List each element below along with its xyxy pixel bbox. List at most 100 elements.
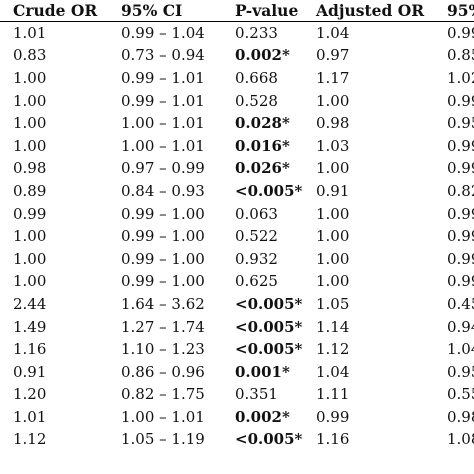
table-row: 1.00 0.99 – 1.01 0.668 1.17 1.02 [0, 67, 474, 90]
cell-p-value: 0.026* [235, 159, 290, 178]
cell-p-value: <0.005* [235, 317, 303, 336]
cell-adjusted-or: 1.00 [316, 249, 350, 268]
table-row: 1.12 1.05 – 1.19 <0.005* 1.16 1.08 [0, 429, 474, 452]
cell-95-ci: 0.99 – 1.04 [121, 23, 205, 42]
cell-adjusted-or: 0.98 [316, 114, 350, 133]
cell-adjusted-or: 1.00 [316, 227, 350, 246]
cell-p-value: 0.002* [235, 407, 290, 426]
cell-95-ci: 0.82 – 1.75 [121, 385, 205, 404]
cell-p-value: <0.005* [235, 294, 303, 313]
cell-95-ci: 0.99 – 1.00 [121, 227, 205, 246]
cell-adjusted-or: 1.00 [316, 272, 350, 291]
cell-95-ci-adjusted: 0.99 [447, 159, 474, 178]
table-row: 1.49 1.27 – 1.74 <0.005* 1.14 0.94 [0, 316, 474, 339]
cell-adjusted-or: 1.17 [316, 68, 350, 87]
table-row: 1.01 0.99 – 1.04 0.233 1.04 0.99 [0, 22, 474, 45]
cell-95-ci: 1.10 – 1.23 [121, 340, 205, 359]
cell-95-ci-adjusted: 0.99 [447, 91, 474, 110]
table-row: 1.00 0.99 – 1.00 0.522 1.00 0.99 [0, 225, 474, 248]
cell-crude-or: 1.00 [13, 91, 47, 110]
cell-crude-or: 2.44 [13, 294, 47, 313]
cell-adjusted-or: 1.16 [316, 430, 350, 449]
cell-p-value: 0.002* [235, 46, 290, 65]
cell-95-ci-adjusted: 1.08 [447, 430, 474, 449]
table-row: 1.20 0.82 – 1.75 0.351 1.11 0.55 [0, 384, 474, 407]
cell-crude-or: 1.20 [13, 385, 47, 404]
table-row: 1.00 1.00 – 1.01 0.028* 0.98 0.95 [0, 112, 474, 135]
cell-crude-or: 1.00 [13, 136, 47, 155]
cell-p-value: 0.351 [235, 385, 278, 404]
cell-adjusted-or: 1.05 [316, 294, 350, 313]
cell-crude-or: 1.49 [13, 317, 47, 336]
cell-95-ci-adjusted: 1.04 [447, 340, 474, 359]
cell-95-ci-adjusted: 0.99 [447, 227, 474, 246]
table-row: 1.00 1.00 – 1.01 0.016* 1.03 0.99 [0, 135, 474, 158]
table-row: 1.16 1.10 – 1.23 <0.005* 1.12 1.04 [0, 338, 474, 361]
cell-crude-or: 0.99 [13, 204, 47, 223]
table-row: 1.01 1.00 – 1.01 0.002* 0.99 0.98 [0, 406, 474, 429]
cell-adjusted-or: 1.11 [316, 385, 350, 404]
table-row: 0.83 0.73 – 0.94 0.002* 0.97 0.85 [0, 45, 474, 68]
cell-p-value: <0.005* [235, 181, 303, 200]
cell-crude-or: 1.00 [13, 227, 47, 246]
cell-p-value: 0.016* [235, 136, 290, 155]
header-crude-or: Crude OR [13, 0, 98, 20]
header-95-ci: 95% CI [121, 0, 183, 20]
cell-adjusted-or: 1.00 [316, 159, 350, 178]
cell-p-value: 0.063 [235, 204, 278, 223]
cell-95-ci-adjusted: 0.45 [447, 294, 474, 313]
cell-p-value: 0.668 [235, 68, 278, 87]
cell-crude-or: 1.01 [13, 23, 47, 42]
cell-crude-or: 1.00 [13, 68, 47, 87]
cell-95-ci: 1.00 – 1.01 [121, 114, 205, 133]
table-row: 0.89 0.84 – 0.93 <0.005* 0.91 0.82 [0, 180, 474, 203]
cell-95-ci-adjusted: 0.55 [447, 385, 474, 404]
cell-95-ci-adjusted: 0.82 [447, 181, 474, 200]
cell-adjusted-or: 1.04 [316, 362, 350, 381]
table-row: 1.00 0.99 – 1.01 0.528 1.00 0.99 [0, 90, 474, 113]
cell-crude-or: 1.00 [13, 114, 47, 133]
cell-95-ci-adjusted: 0.95 [447, 362, 474, 381]
cell-95-ci: 1.27 – 1.74 [121, 317, 205, 336]
cell-crude-or: 0.83 [13, 46, 47, 65]
cell-p-value: 0.528 [235, 91, 278, 110]
cell-95-ci: 0.84 – 0.93 [121, 181, 205, 200]
cell-p-value: 0.028* [235, 114, 290, 133]
cell-adjusted-or: 1.00 [316, 91, 350, 110]
cell-adjusted-or: 1.03 [316, 136, 350, 155]
cell-crude-or: 0.89 [13, 181, 47, 200]
cell-crude-or: 1.00 [13, 249, 47, 268]
cell-95-ci: 0.99 – 1.00 [121, 249, 205, 268]
cell-95-ci: 1.00 – 1.01 [121, 407, 205, 426]
cell-adjusted-or: 0.91 [316, 181, 350, 200]
cell-crude-or: 1.01 [13, 407, 47, 426]
cell-p-value: <0.005* [235, 340, 303, 359]
cell-95-ci-adjusted: 0.85 [447, 46, 474, 65]
table-row: 2.44 1.64 – 3.62 <0.005* 1.05 0.45 [0, 293, 474, 316]
cell-p-value: 0.932 [235, 249, 278, 268]
cell-95-ci: 1.64 – 3.62 [121, 294, 205, 313]
cell-adjusted-or: 0.97 [316, 46, 350, 65]
cell-95-ci: 1.05 – 1.19 [121, 430, 205, 449]
cell-95-ci-adjusted: 0.99 [447, 204, 474, 223]
cell-adjusted-or: 0.99 [316, 407, 350, 426]
header-p-value: P-value [235, 0, 299, 20]
cell-95-ci-adjusted: 0.94 [447, 317, 474, 336]
cell-95-ci-adjusted: 0.98 [447, 407, 474, 426]
cell-95-ci-adjusted: 0.99 [447, 23, 474, 42]
cell-crude-or: 1.12 [13, 430, 47, 449]
cell-crude-or: 1.00 [13, 272, 47, 291]
cell-adjusted-or: 1.04 [316, 23, 350, 42]
cell-p-value: <0.005* [235, 430, 303, 449]
table-row: 0.98 0.97 – 0.99 0.026* 1.00 0.99 [0, 158, 474, 181]
header-adjusted-or: Adjusted OR [316, 0, 425, 20]
table-row: 0.99 0.99 – 1.00 0.063 1.00 0.99 [0, 203, 474, 226]
cell-95-ci: 0.99 – 1.01 [121, 91, 205, 110]
cell-adjusted-or: 1.00 [316, 204, 350, 223]
cell-95-ci: 0.99 – 1.01 [121, 68, 205, 87]
cell-95-ci-adjusted: 0.99 [447, 249, 474, 268]
cell-crude-or: 0.91 [13, 362, 47, 381]
cell-p-value: 0.001* [235, 362, 290, 381]
cell-95-ci-adjusted: 0.99 [447, 272, 474, 291]
